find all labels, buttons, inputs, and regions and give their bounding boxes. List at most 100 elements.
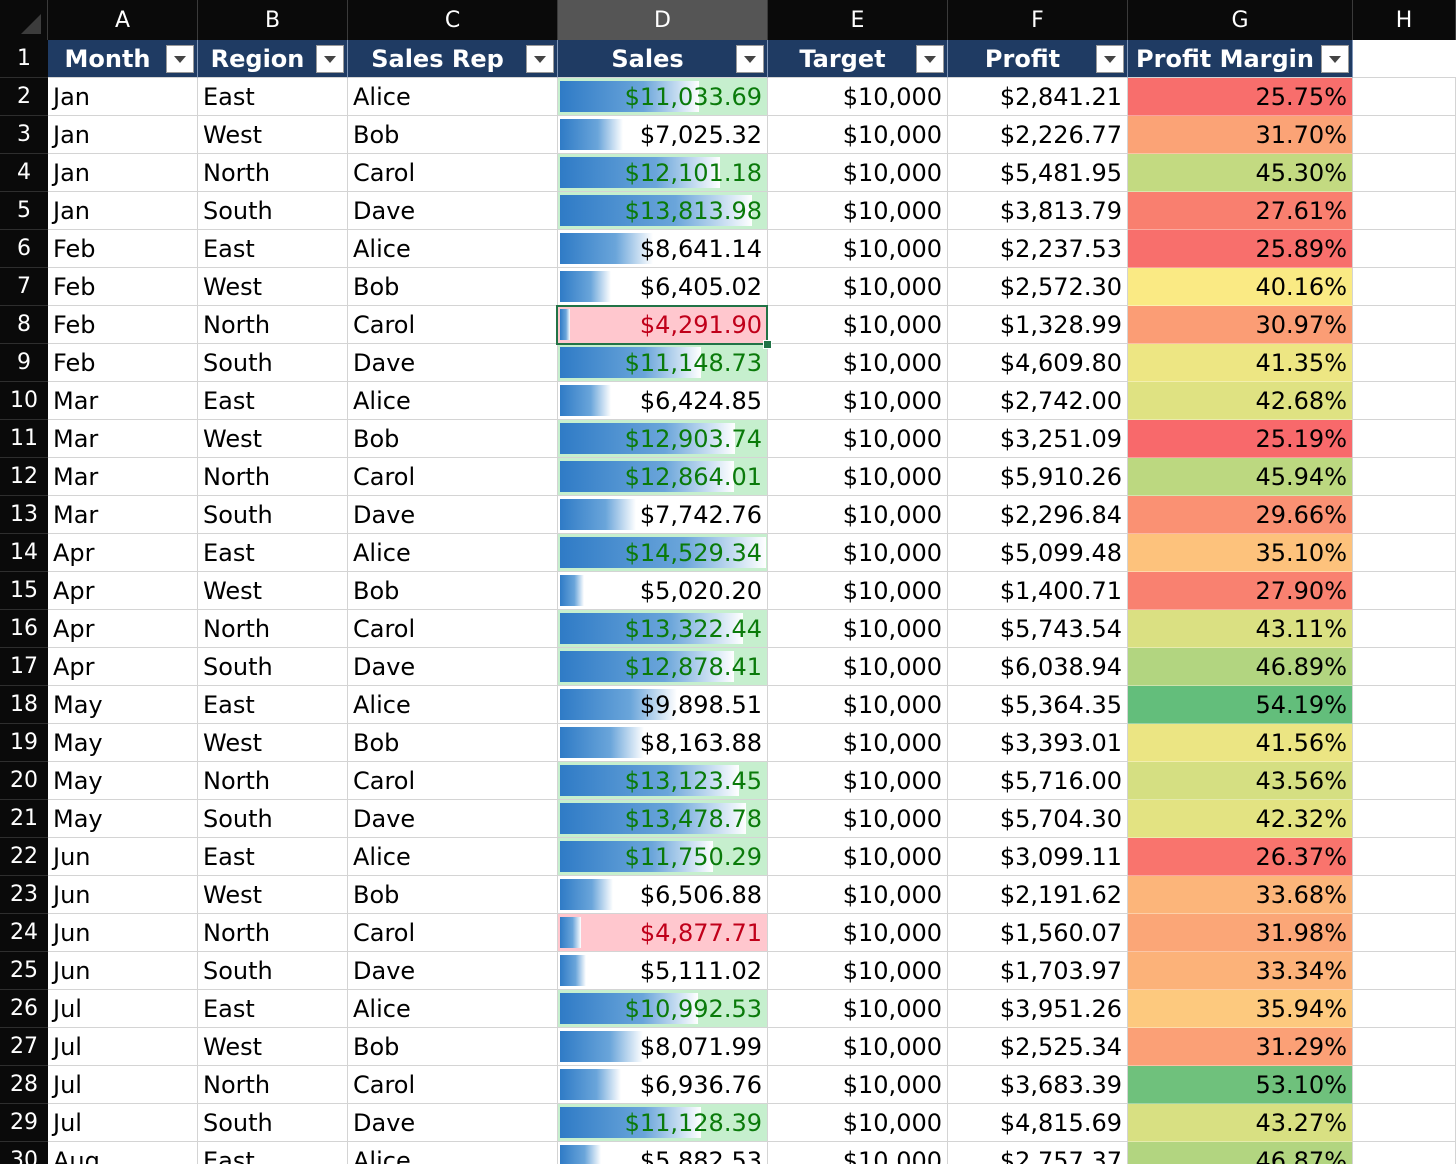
profit-cell[interactable]: $4,815.69 bbox=[948, 1104, 1128, 1142]
region-cell[interactable]: North bbox=[198, 458, 348, 496]
region-cell[interactable]: West bbox=[198, 876, 348, 914]
month-cell[interactable]: May bbox=[48, 800, 198, 838]
sales-rep-cell[interactable]: Alice bbox=[348, 230, 558, 268]
region-cell[interactable]: South bbox=[198, 192, 348, 230]
sales-rep-cell[interactable]: Bob bbox=[348, 724, 558, 762]
month-cell[interactable]: Feb bbox=[48, 230, 198, 268]
margin-cell[interactable]: 54.19% bbox=[1128, 686, 1353, 724]
sales-cell[interactable]: $4,291.90 bbox=[558, 306, 768, 344]
profit-cell[interactable]: $3,251.09 bbox=[948, 420, 1128, 458]
month-cell[interactable]: May bbox=[48, 762, 198, 800]
empty-cell[interactable] bbox=[1353, 724, 1456, 762]
margin-cell[interactable]: 43.56% bbox=[1128, 762, 1353, 800]
profit-cell[interactable]: $6,038.94 bbox=[948, 648, 1128, 686]
sales-cell[interactable]: $6,424.85 bbox=[558, 382, 768, 420]
margin-cell[interactable]: 31.29% bbox=[1128, 1028, 1353, 1066]
target-cell[interactable]: $10,000 bbox=[768, 838, 948, 876]
profit-cell[interactable]: $3,393.01 bbox=[948, 724, 1128, 762]
region-cell[interactable]: North bbox=[198, 154, 348, 192]
row-header[interactable]: 21 bbox=[0, 800, 48, 838]
month-cell[interactable]: Jan bbox=[48, 192, 198, 230]
sales-cell[interactable]: $7,025.32 bbox=[558, 116, 768, 154]
row-header[interactable]: 23 bbox=[0, 876, 48, 914]
profit-cell[interactable]: $3,683.39 bbox=[948, 1066, 1128, 1104]
month-cell[interactable]: Feb bbox=[48, 344, 198, 382]
row-header[interactable]: 24 bbox=[0, 914, 48, 952]
sales-cell[interactable]: $13,478.78 bbox=[558, 800, 768, 838]
profit-cell[interactable]: $2,237.53 bbox=[948, 230, 1128, 268]
month-cell[interactable]: Jun bbox=[48, 914, 198, 952]
row-header[interactable]: 18 bbox=[0, 686, 48, 724]
margin-cell[interactable]: 42.32% bbox=[1128, 800, 1353, 838]
empty-cell[interactable] bbox=[1353, 648, 1456, 686]
month-cell[interactable]: May bbox=[48, 686, 198, 724]
month-cell[interactable]: Jun bbox=[48, 952, 198, 990]
sales-cell[interactable]: $11,033.69 bbox=[558, 78, 768, 116]
region-cell[interactable]: East bbox=[198, 534, 348, 572]
sales-rep-cell[interactable]: Carol bbox=[348, 306, 558, 344]
sales-rep-cell[interactable]: Bob bbox=[348, 116, 558, 154]
region-cell[interactable]: West bbox=[198, 1028, 348, 1066]
row-header[interactable]: 14 bbox=[0, 534, 48, 572]
empty-cell[interactable] bbox=[1353, 458, 1456, 496]
empty-cell[interactable] bbox=[1353, 572, 1456, 610]
column-header-e[interactable]: E bbox=[768, 0, 948, 40]
target-cell[interactable]: $10,000 bbox=[768, 648, 948, 686]
month-cell[interactable]: Jan bbox=[48, 154, 198, 192]
target-cell[interactable]: $10,000 bbox=[768, 382, 948, 420]
profit-cell[interactable]: $2,296.84 bbox=[948, 496, 1128, 534]
empty-cell[interactable] bbox=[1353, 1028, 1456, 1066]
target-cell[interactable]: $10,000 bbox=[768, 344, 948, 382]
target-cell[interactable]: $10,000 bbox=[768, 990, 948, 1028]
sales-rep-cell[interactable]: Dave bbox=[348, 648, 558, 686]
target-cell[interactable]: $10,000 bbox=[768, 116, 948, 154]
empty-cell[interactable] bbox=[1353, 192, 1456, 230]
sales-cell[interactable]: $11,750.29 bbox=[558, 838, 768, 876]
profit-cell[interactable]: $1,703.97 bbox=[948, 952, 1128, 990]
target-cell[interactable]: $10,000 bbox=[768, 192, 948, 230]
month-cell[interactable]: Jan bbox=[48, 78, 198, 116]
column-header-f[interactable]: F bbox=[948, 0, 1128, 40]
profit-cell[interactable]: $2,525.34 bbox=[948, 1028, 1128, 1066]
month-cell[interactable]: Feb bbox=[48, 306, 198, 344]
empty-cell[interactable] bbox=[1353, 78, 1456, 116]
profit-cell[interactable]: $5,364.35 bbox=[948, 686, 1128, 724]
region-cell[interactable]: South bbox=[198, 952, 348, 990]
region-cell[interactable]: North bbox=[198, 762, 348, 800]
region-cell[interactable]: West bbox=[198, 116, 348, 154]
sales-cell[interactable]: $14,529.34 bbox=[558, 534, 768, 572]
margin-cell[interactable]: 27.90% bbox=[1128, 572, 1353, 610]
sales-rep-cell[interactable]: Carol bbox=[348, 610, 558, 648]
sales-rep-cell[interactable]: Dave bbox=[348, 1104, 558, 1142]
sales-cell[interactable]: $11,148.73 bbox=[558, 344, 768, 382]
row-header[interactable]: 9 bbox=[0, 344, 48, 382]
sales-cell[interactable]: $12,878.41 bbox=[558, 648, 768, 686]
month-cell[interactable]: Apr bbox=[48, 534, 198, 572]
region-cell[interactable]: North bbox=[198, 610, 348, 648]
month-cell[interactable]: Jul bbox=[48, 1066, 198, 1104]
target-cell[interactable]: $10,000 bbox=[768, 572, 948, 610]
sales-rep-cell[interactable]: Dave bbox=[348, 192, 558, 230]
target-cell[interactable]: $10,000 bbox=[768, 78, 948, 116]
month-cell[interactable]: Aug bbox=[48, 1142, 198, 1164]
month-cell[interactable]: Mar bbox=[48, 496, 198, 534]
row-header[interactable]: 25 bbox=[0, 952, 48, 990]
column-header-g[interactable]: G bbox=[1128, 0, 1353, 40]
empty-cell[interactable] bbox=[1353, 382, 1456, 420]
target-cell[interactable]: $10,000 bbox=[768, 496, 948, 534]
row-header[interactable]: 29 bbox=[0, 1104, 48, 1142]
profit-cell[interactable]: $5,481.95 bbox=[948, 154, 1128, 192]
row-header[interactable]: 27 bbox=[0, 1028, 48, 1066]
sales-cell[interactable]: $12,101.18 bbox=[558, 154, 768, 192]
empty-cell[interactable] bbox=[1353, 230, 1456, 268]
row-header[interactable]: 19 bbox=[0, 724, 48, 762]
profit-cell[interactable]: $5,704.30 bbox=[948, 800, 1128, 838]
profit-cell[interactable]: $5,910.26 bbox=[948, 458, 1128, 496]
month-cell[interactable]: Jul bbox=[48, 990, 198, 1028]
sales-rep-cell[interactable]: Alice bbox=[348, 534, 558, 572]
month-cell[interactable]: Jan bbox=[48, 116, 198, 154]
target-cell[interactable]: $10,000 bbox=[768, 534, 948, 572]
region-cell[interactable]: North bbox=[198, 306, 348, 344]
row-header[interactable]: 1 bbox=[0, 40, 48, 78]
